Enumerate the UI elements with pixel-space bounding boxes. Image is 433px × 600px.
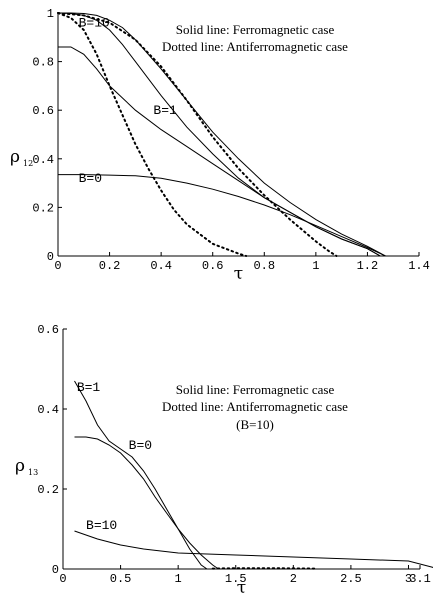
x-tick-label: 0.5 [110,572,132,586]
series-line-5 [57,12,248,257]
x-tick-label: 1.5 [225,572,247,586]
x-tick-label: 1.2 [357,259,379,273]
y-tick-label: 0.6 [37,323,59,337]
legend-note: Solid line: Ferromagnetic case [176,382,335,397]
x-tick-label: 0 [59,572,66,586]
x-tick-label: 3 [405,572,412,586]
x-tick-label: 0 [54,259,61,273]
top-chart: 0 0.2 0.4 0.6 0.8 1 1.2 1.4 0 0.2 0.4 0.6 0.8 1 τ ρ 12 So… [10,7,430,284]
x-tick-label: 1 [175,572,182,586]
y-tick-label: 0.2 [32,201,54,215]
x-tick-label: 2 [290,572,297,586]
y-tick-label: 0.4 [32,153,54,167]
x-axis-label: τ [237,578,246,598]
series-line-3 [58,46,381,257]
y-axis-label: ρ [15,456,25,476]
x-tick-label: 3.1 [409,572,431,586]
x-tick-label: 0.2 [99,259,121,273]
series-line-2 [74,436,219,570]
y-axis-label-subscript: 13 [28,468,38,477]
y-tick-label: 0 [52,563,59,577]
series-line-6 [57,12,338,257]
y-tick-label: 0.6 [32,104,54,118]
y-tick-label: 0 [47,250,54,264]
curve-label: B=1 [77,380,101,395]
legend-note: Dotted line: Antiferromagnetic case [162,399,348,414]
x-tick-label: 1.4 [408,259,430,273]
x-tick-label: 0.6 [202,259,224,273]
series-line-4 [58,174,386,257]
legend-note: Dotted line: Antiferromagnetic case [162,39,348,54]
x-tick-label: 2.5 [340,572,362,586]
x-tick-label: 0.8 [253,259,275,273]
x-tick-label: 1 [312,259,319,273]
y-tick-label: 0.2 [37,483,59,497]
y-tick-label: 0.8 [32,56,54,70]
x-tick-label: 0.4 [150,259,172,273]
y-axis-label: ρ [10,147,20,167]
y-tick-label: 1 [47,7,54,21]
y-tick-label: 0.4 [37,403,59,417]
series-line-1 [74,380,208,570]
bottom-chart: 0 0.5 1 1.5 2 2.5 33.1 0 0.2 0.4 0.6 τ ρ 13 Solid line… [15,323,433,598]
y-axis-label-subscript: 12 [23,159,33,168]
legend-note: (B=10) [236,417,274,432]
curve-label: B=0 [129,438,152,453]
series-line-1 [58,12,386,257]
series-line-3 [74,530,433,568]
curve-label: B=10 [86,518,117,533]
legend-note: Solid line: Ferromagnetic case [176,22,335,37]
curve-label: B=0 [79,171,102,186]
curve-label: B=10 [79,15,110,30]
curve-label: B=1 [153,103,177,118]
x-axis-label: τ [234,264,243,284]
